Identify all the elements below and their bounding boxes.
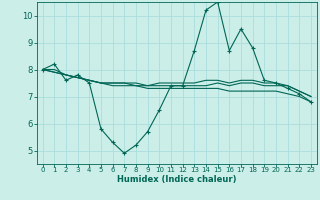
X-axis label: Humidex (Indice chaleur): Humidex (Indice chaleur) (117, 175, 236, 184)
